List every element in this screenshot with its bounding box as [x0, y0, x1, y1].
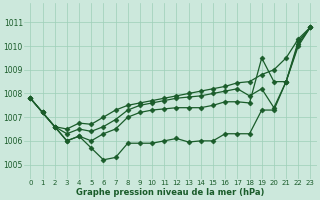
- X-axis label: Graphe pression niveau de la mer (hPa): Graphe pression niveau de la mer (hPa): [76, 188, 265, 197]
